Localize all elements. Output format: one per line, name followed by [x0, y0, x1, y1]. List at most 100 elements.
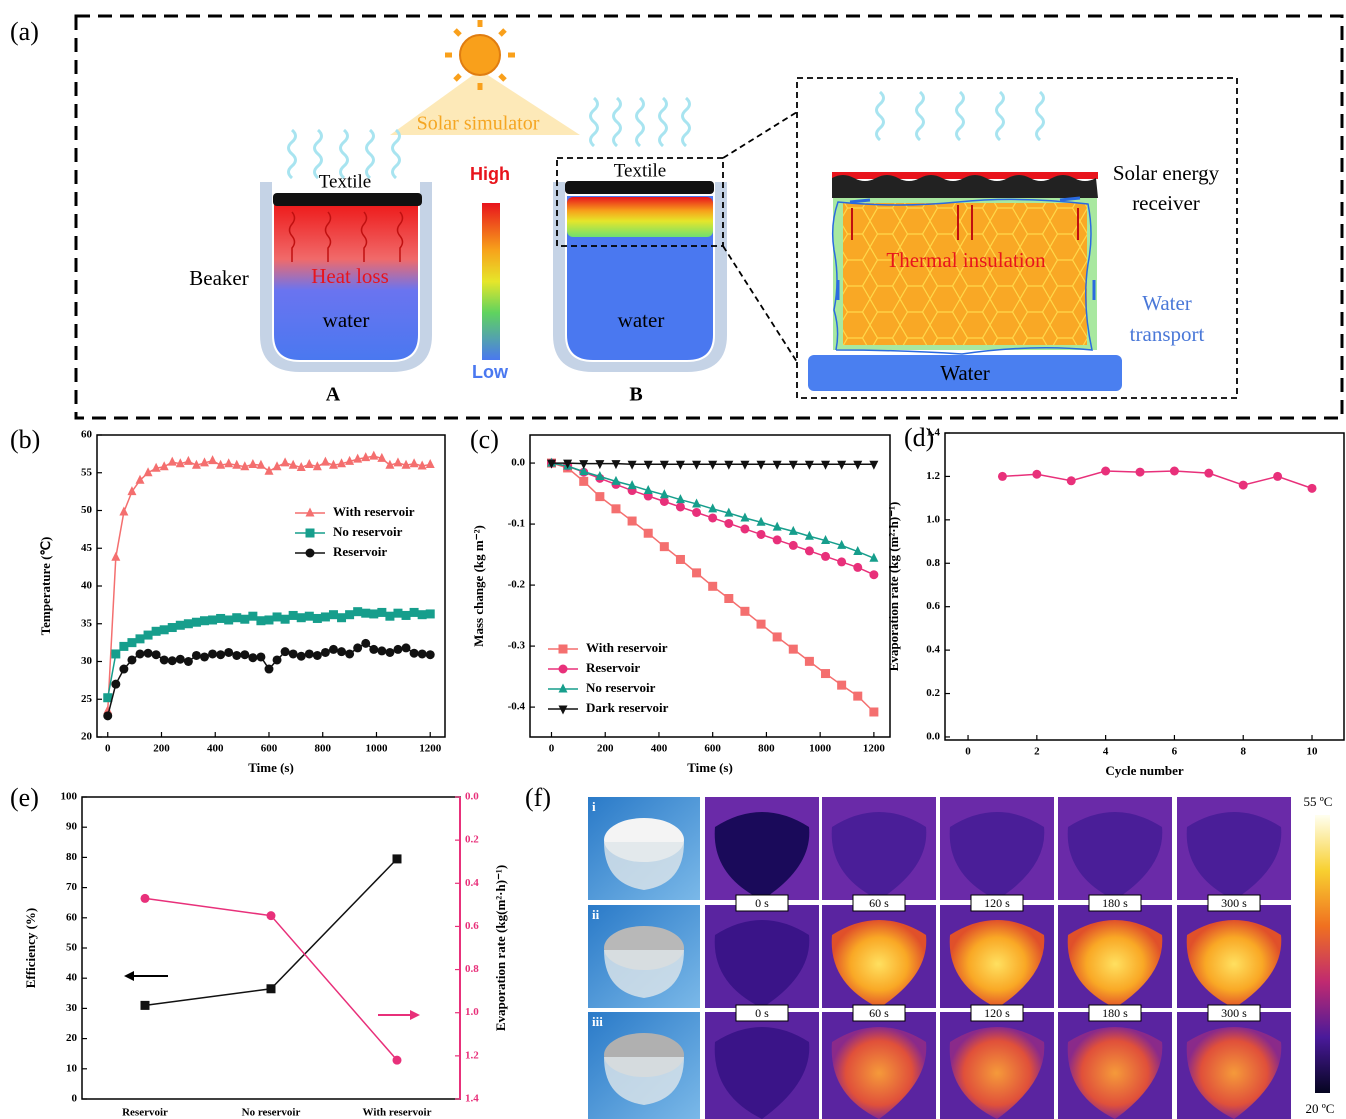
marker — [837, 557, 846, 566]
y-tick-label: 10 — [66, 1062, 78, 1074]
x-tick-label: 1000 — [365, 743, 388, 755]
time-label: 0 s — [755, 1006, 769, 1020]
marker — [708, 582, 717, 591]
x-axis-label: Time (s) — [687, 760, 733, 775]
marker — [740, 461, 749, 470]
marker — [337, 613, 346, 622]
y-tick-label: 0 — [72, 1093, 78, 1105]
marker — [184, 619, 193, 628]
marker — [757, 461, 766, 470]
marker — [192, 651, 201, 660]
y-axis-label: Evaporation rate (kg (m²·h)⁻¹) — [886, 502, 901, 672]
y-tick-label: 55 — [81, 466, 93, 478]
legend-marker — [306, 529, 315, 538]
marker — [676, 555, 685, 564]
marker — [393, 1056, 402, 1065]
y2-tick-label: 0.8 — [465, 963, 479, 975]
x-tick-label: 8 — [1240, 746, 1246, 758]
y-tick-label: 40 — [81, 580, 93, 592]
marker — [418, 649, 427, 658]
marker — [103, 711, 112, 720]
axis-arrow — [378, 1010, 420, 1020]
y-tick-label: 1.2 — [926, 470, 940, 482]
marker — [821, 461, 830, 470]
y-tick-label: 20 — [81, 731, 93, 743]
marker — [160, 625, 169, 634]
marker — [224, 458, 233, 467]
marker — [821, 669, 830, 678]
marker — [200, 616, 209, 625]
marker — [426, 609, 435, 618]
x-tick-label: 6 — [1172, 746, 1178, 758]
x-axis-label: Time (s) — [248, 760, 294, 775]
panel-label: (e) — [10, 783, 39, 812]
y-tick-label: 0.6 — [926, 600, 940, 612]
marker — [377, 646, 386, 655]
marker — [208, 649, 217, 658]
marker — [119, 665, 128, 674]
marker — [1032, 470, 1041, 479]
marker — [127, 638, 136, 647]
marker — [119, 642, 128, 651]
marker — [1136, 468, 1145, 477]
x-tick-label: Reservoir — [122, 1107, 168, 1119]
series-line — [145, 859, 397, 1005]
marker — [676, 502, 685, 511]
marker — [321, 612, 330, 621]
marker — [281, 457, 290, 466]
marker — [773, 461, 782, 470]
marker — [579, 460, 588, 469]
series-line — [145, 898, 397, 1060]
legend-marker — [306, 508, 315, 517]
panel-label: (f) — [525, 783, 551, 812]
temperature-bar — [482, 203, 500, 360]
marker — [418, 610, 427, 619]
marker — [369, 609, 378, 618]
solar-label: Solar simulator — [417, 113, 540, 135]
marker — [385, 648, 394, 657]
marker — [144, 649, 153, 658]
marker — [579, 477, 588, 486]
marker — [595, 492, 604, 501]
y-axis-label: Mass change (kg m⁻²) — [471, 525, 486, 647]
y-tick-label: 50 — [66, 942, 78, 954]
panel-label: (c) — [470, 425, 499, 454]
marker — [595, 460, 604, 469]
marker — [740, 524, 749, 533]
marker — [119, 507, 128, 516]
marker — [111, 552, 120, 561]
marker — [264, 615, 273, 624]
x-tick-label: 2 — [1034, 746, 1040, 758]
marker — [329, 645, 338, 654]
legend-label: Dark reservoir — [586, 700, 669, 715]
x-tick-label: 10 — [1307, 746, 1319, 758]
x-tick-label: 1200 — [863, 743, 886, 755]
marker — [692, 461, 701, 470]
marker — [426, 650, 435, 659]
legend-marker — [306, 549, 315, 558]
marker — [313, 614, 322, 623]
marker — [869, 707, 878, 716]
marker — [297, 613, 306, 622]
y2-tick-label: 0.4 — [465, 877, 479, 889]
marker — [853, 692, 862, 701]
marker — [660, 497, 669, 506]
marker — [273, 655, 282, 664]
marker — [152, 650, 161, 659]
marker — [267, 984, 276, 993]
marker — [837, 681, 846, 690]
marker — [869, 570, 878, 579]
y-tick-label: 80 — [66, 851, 78, 863]
marker — [708, 513, 717, 522]
y-tick-label: -0.3 — [508, 640, 526, 652]
marker — [805, 546, 814, 555]
legend-marker — [559, 684, 568, 693]
marker — [111, 649, 120, 658]
marker — [385, 612, 394, 621]
textile — [273, 193, 422, 206]
y-axis-label: Temperature (℃) — [38, 537, 53, 636]
marker — [724, 461, 733, 470]
colorbar-min: 20 ºC — [1306, 1101, 1335, 1116]
marker — [216, 650, 225, 659]
marker — [144, 631, 153, 640]
